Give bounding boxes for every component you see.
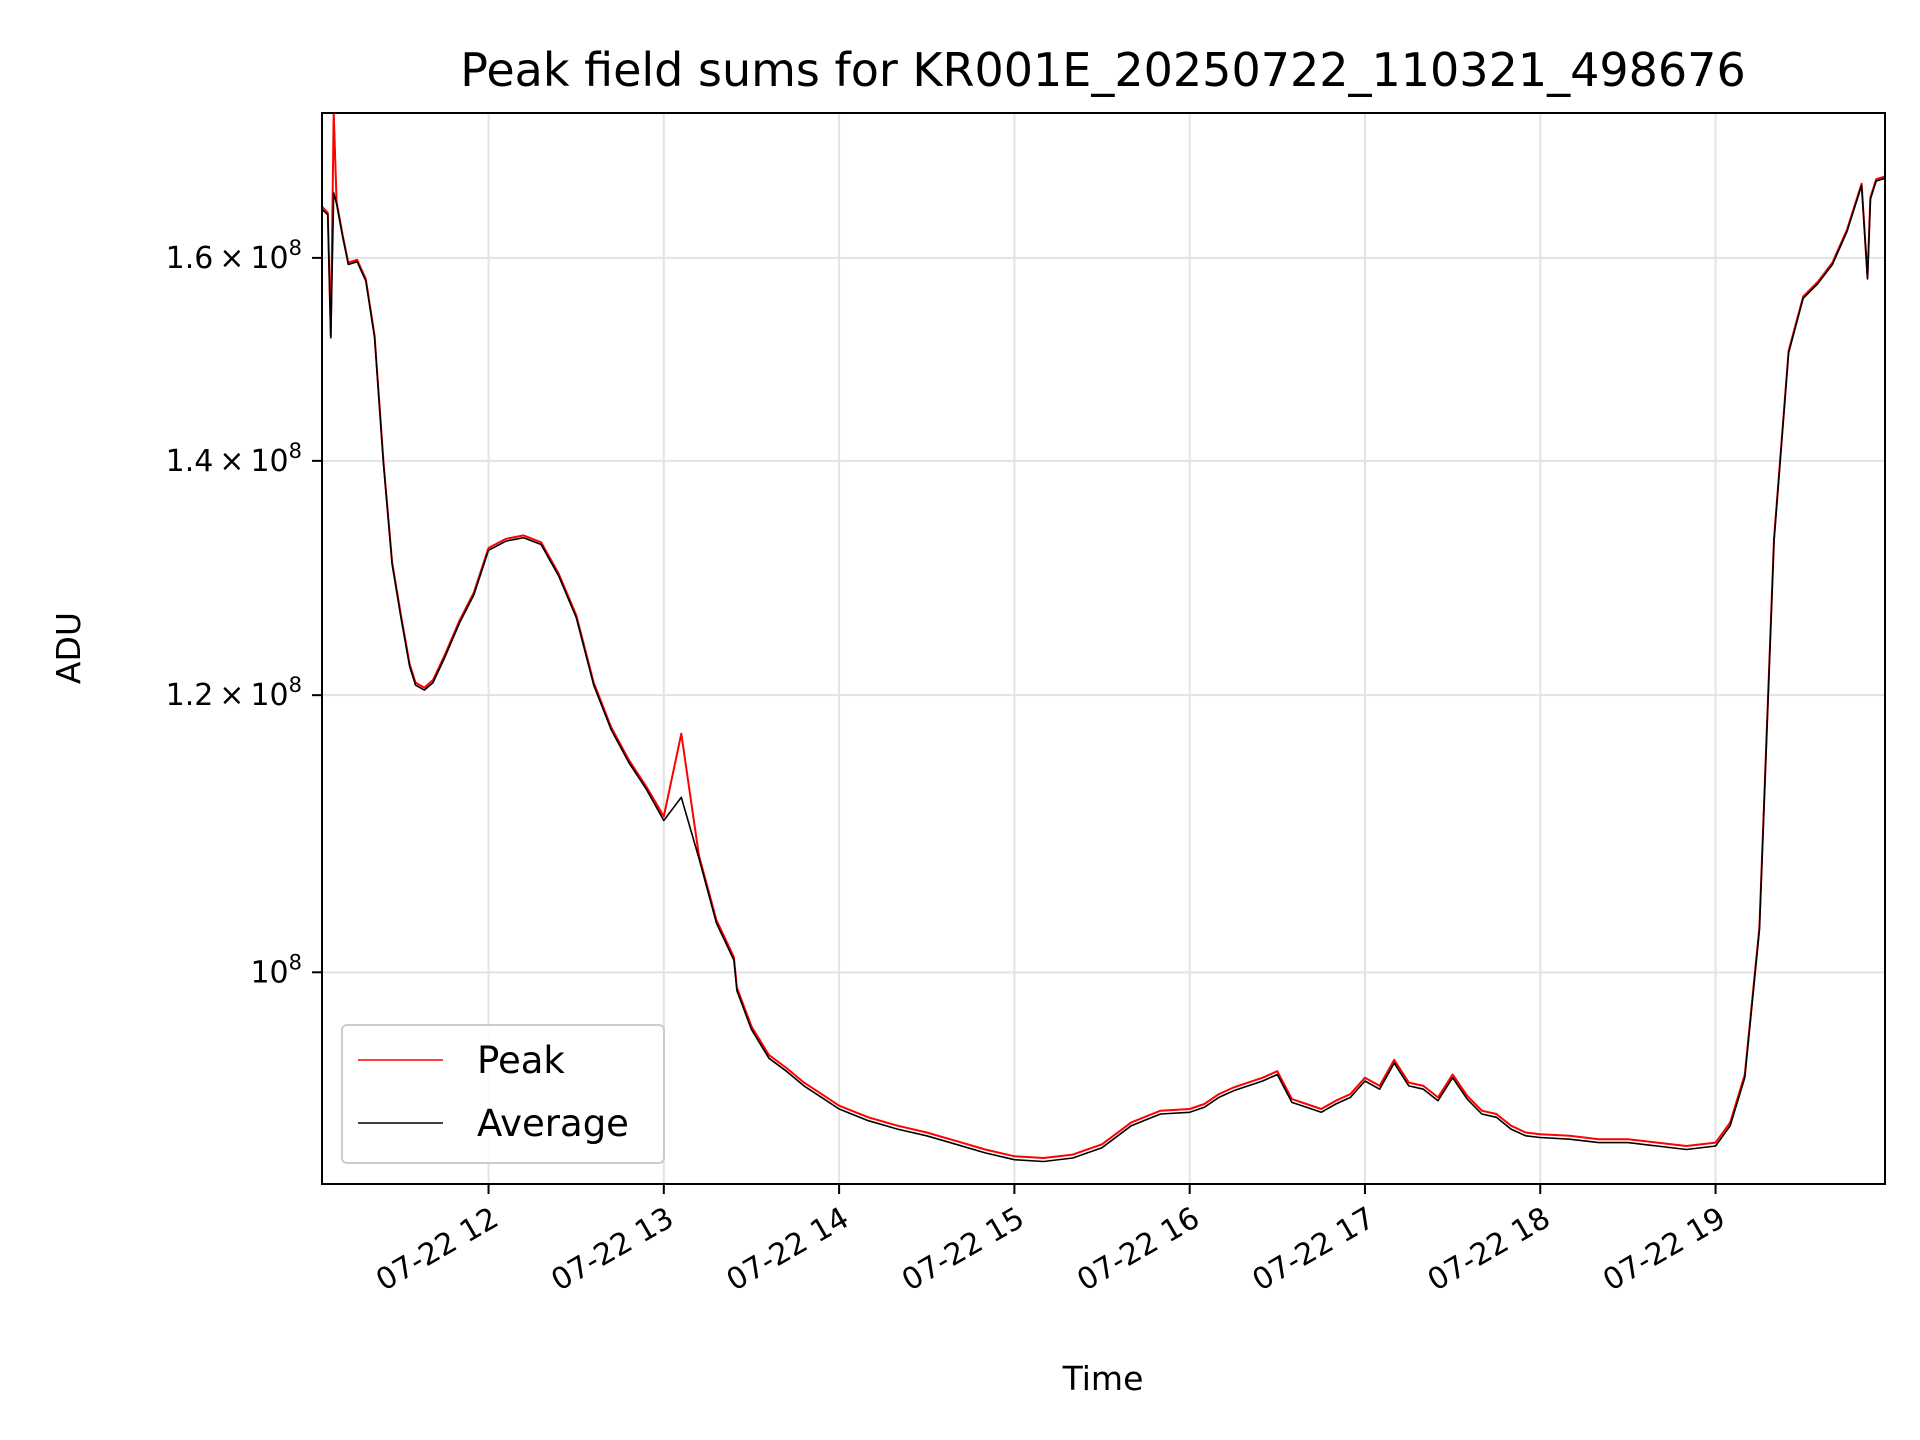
chart-title: Peak field sums for KR001E_20250722_1103…: [460, 43, 1745, 97]
grid-layer: [322, 113, 1885, 1184]
legend-label-average: Average: [477, 1102, 629, 1145]
y-axis-title: ADU: [49, 612, 88, 684]
x-axis-title: Time: [1062, 1359, 1144, 1398]
y-tick-label: 108: [250, 950, 302, 990]
y-tick-label: 1.2 × 108: [166, 673, 302, 713]
series-line-average: [321, 177, 1886, 1163]
series-line-peak: [321, 112, 1886, 1159]
y-tick-label: 1.4 × 108: [166, 439, 302, 479]
plot-frame: [321, 112, 1886, 1185]
legend-label-peak: Peak: [477, 1039, 565, 1082]
y-tick-label: 1.6 × 108: [166, 236, 302, 276]
series-layer: [321, 112, 1886, 1163]
legend: Peak Average: [341, 1024, 665, 1164]
y-axis: 108 1.2 × 108 1.4 × 108 1.6 × 108: [166, 236, 322, 990]
